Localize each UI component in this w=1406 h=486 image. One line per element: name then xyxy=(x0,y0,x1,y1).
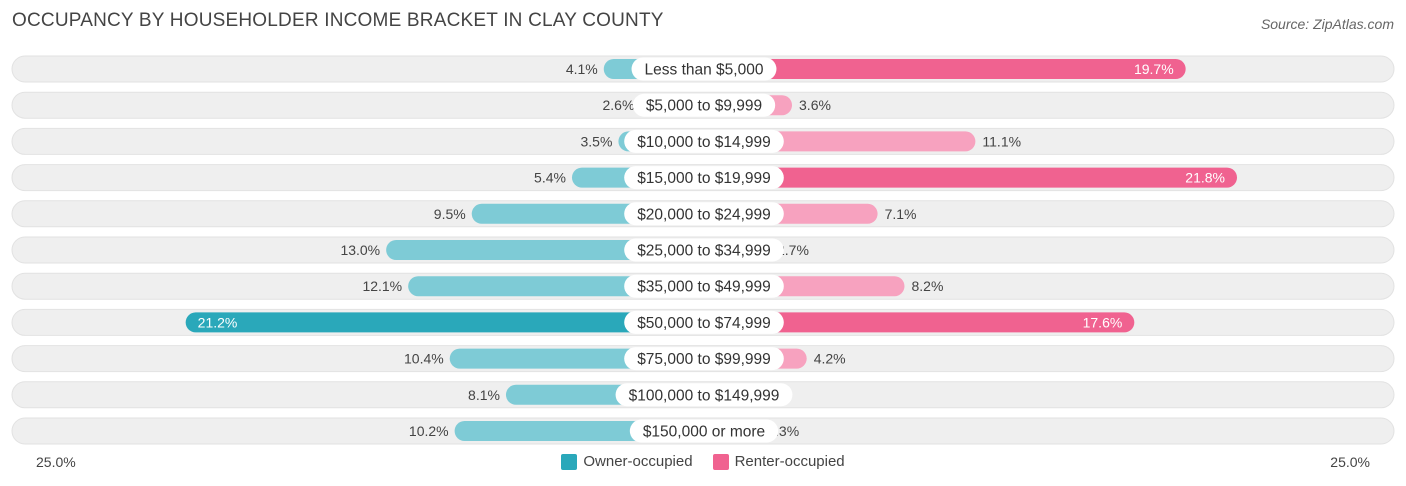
owner-value-label: 10.2% xyxy=(409,423,449,439)
owner-value-label: 4.1% xyxy=(566,61,598,77)
chart-row: 10.4% 4.2% $75,000 to $99,999 xyxy=(11,345,1395,373)
category-pill xyxy=(632,93,776,117)
category-label: $15,000 to $19,999 xyxy=(637,170,771,187)
renter-value-label: 3.6% xyxy=(799,97,831,113)
owner-value-label: 13.0% xyxy=(340,242,380,258)
category-label: $25,000 to $34,999 xyxy=(637,243,771,260)
chart-row: 5.4% 21.8% $15,000 to $19,999 xyxy=(11,164,1395,192)
renter-value-label: 4.2% xyxy=(814,351,846,367)
renter-value-label: 11.1% xyxy=(982,133,1021,149)
legend-renter: Renter-occupied xyxy=(712,453,845,470)
owner-value-label: 21.2% xyxy=(198,314,238,330)
source-credit: Source: ZipAtlas.com xyxy=(1260,16,1394,32)
chart-row: 10.2% 2.3%$150,000 or more xyxy=(11,417,1395,445)
renter-bar xyxy=(704,312,1135,333)
chart-row: 3.5% 11.1% $10,000 to $14,999 xyxy=(11,127,1395,155)
chart-row: 8.1%1.5%$100,000 to $149,999 xyxy=(11,381,1395,409)
renter-value-label: 7.1% xyxy=(885,206,917,222)
chart-title: Occupancy by Householder Income Bracket … xyxy=(12,10,664,31)
category-pill xyxy=(624,202,784,226)
category-pill xyxy=(624,238,784,262)
category-pill xyxy=(624,129,784,153)
category-label: $10,000 to $14,999 xyxy=(637,134,771,151)
legend-renter-label: Renter-occupied xyxy=(734,453,845,470)
category-pill xyxy=(624,274,784,298)
owner-bar xyxy=(185,312,704,333)
chart-row: 13.0% 2.7% $25,000 to $34,999 xyxy=(11,236,1395,264)
owner-value-label: 9.5% xyxy=(434,206,466,222)
renter-value-label: 17.6% xyxy=(1083,314,1123,330)
legend-owner: Owner-occupied xyxy=(561,453,693,470)
renter-value-label: 2.7% xyxy=(777,242,809,258)
owner-value-label: 2.6% xyxy=(603,97,635,113)
owner-value-label: 8.1% xyxy=(468,387,500,403)
chart-row: 4.1% 19.7% Less than $5,000 xyxy=(11,55,1395,83)
category-pill xyxy=(624,310,784,334)
renter-value-label: 19.7% xyxy=(1134,61,1174,77)
chart-area: 4.1% 19.7% Less than $5,000 2.6% 3.6% $5,000 … xyxy=(11,55,1395,445)
legend: Owner-occupied Renter-occupied xyxy=(0,453,1406,470)
renter-bar xyxy=(704,59,1186,79)
category-label: $75,000 to $99,999 xyxy=(637,351,771,368)
legend-owner-swatch xyxy=(561,453,578,470)
category-pill xyxy=(624,166,784,190)
axis-min-label: 25.0% xyxy=(36,454,76,470)
category-label: $5,000 to $9,999 xyxy=(646,98,762,115)
category-label: $100,000 to $149,999 xyxy=(629,387,780,404)
axis-max-label: 25.0% xyxy=(1330,454,1370,470)
category-label: $35,000 to $49,999 xyxy=(637,279,771,296)
category-pill xyxy=(615,383,793,407)
legend-owner-label: Owner-occupied xyxy=(583,453,693,470)
category-pill xyxy=(631,57,777,81)
category-label: Less than $5,000 xyxy=(645,62,764,79)
chart-row: 2.6% 3.6% $5,000 to $9,999 xyxy=(11,91,1395,119)
category-pill xyxy=(624,347,784,371)
owner-bar xyxy=(386,240,704,260)
owner-value-label: 3.5% xyxy=(581,133,613,149)
renter-value-label: 21.8% xyxy=(1185,170,1225,186)
category-label: $20,000 to $24,999 xyxy=(637,206,771,223)
category-label: $50,000 to $74,999 xyxy=(637,315,771,332)
owner-value-label: 10.4% xyxy=(404,351,444,367)
chart-row: 9.5% 7.1% $20,000 to $24,999 xyxy=(11,200,1395,228)
category-label: $150,000 or more xyxy=(643,424,765,441)
legend-renter-swatch xyxy=(712,453,729,470)
chart-row: 12.1% 8.2% $35,000 to $49,999 xyxy=(11,272,1395,300)
owner-value-label: 12.1% xyxy=(362,278,402,294)
category-pill xyxy=(629,419,779,443)
chart-row: 21.2% 17.6% $50,000 to $74,999 xyxy=(11,308,1395,336)
renter-value-label: 8.2% xyxy=(911,278,943,294)
renter-bar xyxy=(704,167,1238,188)
owner-value-label: 5.4% xyxy=(534,170,566,186)
